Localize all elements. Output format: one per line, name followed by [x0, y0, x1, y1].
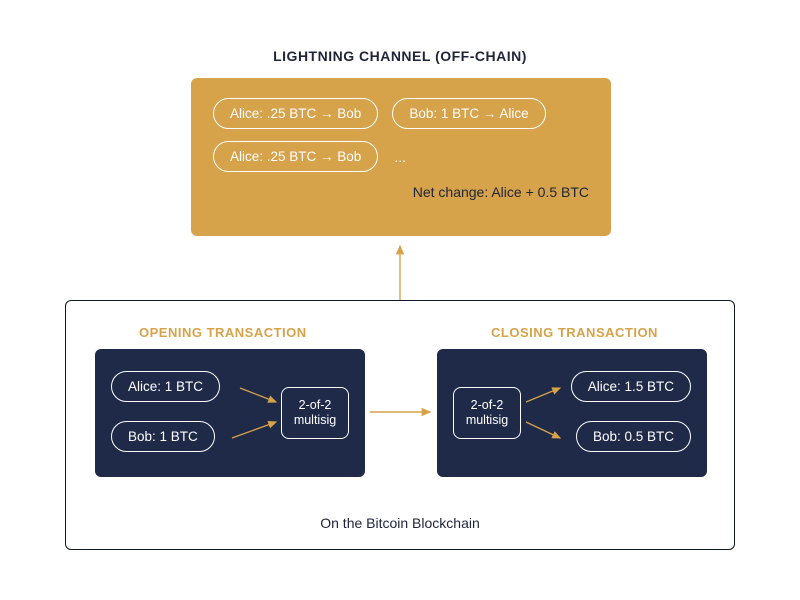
- closing-bob-pill: Bob: 0.5 BTC: [576, 421, 691, 452]
- offchain-row-2: Alice: .25 BTC → Bob ...: [213, 141, 589, 172]
- opening-heading: OPENING TRANSACTION: [139, 325, 307, 340]
- lightning-title: LIGHTNING CHANNEL (OFF-CHAIN): [273, 48, 527, 64]
- opening-card: Alice: 1 BTC Bob: 1 BTC 2-of-2multisig: [95, 349, 365, 477]
- net-change-label: Net change: Alice + 0.5 BTC: [213, 184, 589, 200]
- closing-card: 2-of-2multisig Alice: 1.5 BTC Bob: 0.5 B…: [437, 349, 707, 477]
- closing-heading: CLOSING TRANSACTION: [491, 325, 658, 340]
- offchain-tx-pill: Alice: .25 BTC → Bob: [213, 141, 378, 172]
- opening-multisig-box: 2-of-2multisig: [281, 387, 349, 439]
- opening-bob-pill: Bob: 1 BTC: [111, 421, 215, 452]
- onchain-box: OPENING TRANSACTION CLOSING TRANSACTION …: [65, 300, 735, 550]
- offchain-row-1: Alice: .25 BTC → Bob Bob: 1 BTC → Alice: [213, 98, 589, 129]
- offchain-tx-pill: Bob: 1 BTC → Alice: [392, 98, 545, 129]
- offchain-tx-pill: Alice: .25 BTC → Bob: [213, 98, 378, 129]
- opening-alice-pill: Alice: 1 BTC: [111, 371, 220, 402]
- closing-alice-pill: Alice: 1.5 BTC: [571, 371, 691, 402]
- closing-multisig-box: 2-of-2multisig: [453, 387, 521, 439]
- onchain-caption: On the Bitcoin Blockchain: [320, 515, 480, 531]
- lightning-channel-box: Alice: .25 BTC → Bob Bob: 1 BTC → Alice …: [191, 78, 611, 236]
- ellipsis-label: ...: [394, 149, 406, 165]
